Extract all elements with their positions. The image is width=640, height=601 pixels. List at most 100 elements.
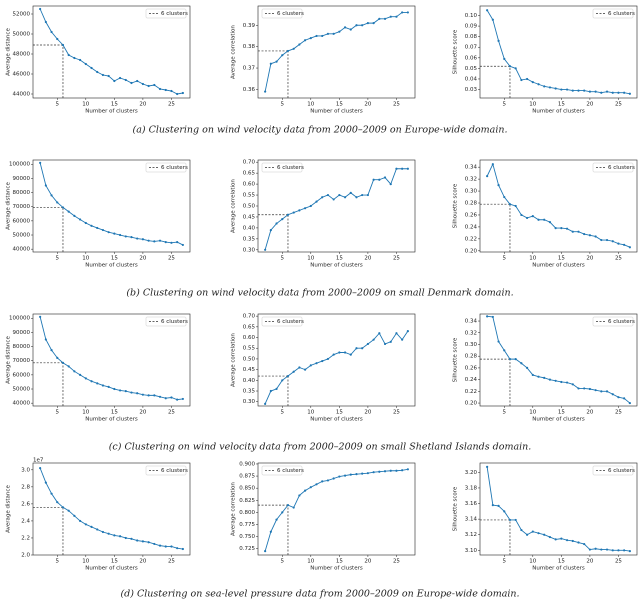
x-axis-label: Number of clusters xyxy=(532,109,585,115)
data-point xyxy=(67,509,70,512)
data-point xyxy=(531,81,534,84)
data-point xyxy=(543,376,546,379)
legend-label: 6 clusters xyxy=(277,468,304,474)
data-point xyxy=(315,200,318,203)
data-point xyxy=(594,235,597,238)
data-point xyxy=(554,227,557,230)
x-tick-label: 5 xyxy=(56,559,60,565)
data-point xyxy=(61,506,65,509)
x-tick-label: 20 xyxy=(139,559,146,565)
x-axis-label: Number of clusters xyxy=(310,566,363,572)
legend-box xyxy=(592,316,634,327)
data-point xyxy=(124,390,127,393)
data-point xyxy=(39,315,42,318)
data-line xyxy=(486,9,630,95)
data-point xyxy=(338,193,341,197)
y-axis-label: Average distance xyxy=(6,28,12,76)
data-point xyxy=(514,204,517,208)
data-point xyxy=(124,78,127,82)
y-tick-label: 0.50 xyxy=(243,356,256,362)
y-tick-label: 0.60 xyxy=(243,335,256,341)
data-point xyxy=(84,523,87,526)
data-point xyxy=(531,215,534,218)
data-point xyxy=(176,398,179,401)
data-line xyxy=(486,162,631,248)
data-point xyxy=(531,373,534,377)
y-tick-label: 0.22 xyxy=(465,389,477,395)
data-point xyxy=(292,506,295,509)
data-point xyxy=(401,11,404,14)
data-point xyxy=(503,510,506,513)
data-point xyxy=(298,43,301,46)
data-line xyxy=(39,8,183,95)
data-point xyxy=(343,474,347,477)
y-tick-label: 60000 xyxy=(13,218,31,224)
y-axis-label: Average distance xyxy=(6,485,12,533)
data-point xyxy=(343,351,347,354)
data-point xyxy=(355,196,358,199)
data-point xyxy=(406,11,409,14)
data-point xyxy=(170,241,173,244)
data-point xyxy=(361,193,364,197)
data-point xyxy=(56,501,59,504)
x-tick-label: 25 xyxy=(615,559,622,565)
data-point xyxy=(611,549,614,552)
x-tick-label: 10 xyxy=(307,256,314,262)
x-tick-label: 5 xyxy=(503,410,507,416)
data-point xyxy=(526,533,529,536)
y-tick-label: 0.10 xyxy=(465,13,478,19)
data-point xyxy=(141,82,144,86)
y-tick-label: 0.45 xyxy=(243,214,256,220)
y-axis-label: Average correlation xyxy=(231,333,237,387)
y-tick-label: 100000 xyxy=(9,316,30,322)
data-point xyxy=(623,397,626,400)
data-point xyxy=(366,193,369,197)
y-tick-label: 3.16 xyxy=(465,501,478,507)
y-tick-label: 3.0 xyxy=(21,467,30,473)
y-tick-label: 3.12 xyxy=(465,532,477,538)
data-point xyxy=(526,77,529,81)
x-tick-label: 5 xyxy=(281,256,285,262)
data-point xyxy=(118,76,122,80)
data-point xyxy=(130,391,133,394)
data-line xyxy=(264,468,408,552)
y-tick-label: 0.04 xyxy=(465,76,478,82)
data-point xyxy=(315,362,318,365)
data-point xyxy=(90,380,93,383)
legend-label: 6 clusters xyxy=(608,11,635,17)
y-axis-label: Average distance xyxy=(6,336,12,384)
legend-box xyxy=(261,316,303,327)
data-point xyxy=(617,549,620,552)
plot-frame xyxy=(479,159,638,253)
data-point xyxy=(628,401,631,405)
data-point xyxy=(61,361,65,364)
data-point xyxy=(497,340,500,343)
data-point xyxy=(96,382,99,385)
data-point xyxy=(124,235,127,238)
data-point xyxy=(50,194,53,197)
chart: 5 10 15 20 25 0.20 0.22 0.24 0.26 0.28 0.30 0.32 0.3… xyxy=(453,313,638,423)
data-point xyxy=(543,85,546,88)
x-axis-label: Number of clusters xyxy=(85,109,138,115)
data-point xyxy=(56,201,59,204)
y-tick-label: 0.26 xyxy=(465,212,478,218)
data-point xyxy=(304,368,307,371)
data-point xyxy=(73,214,76,218)
data-point xyxy=(181,243,184,247)
y-axis-label: Silhouette score xyxy=(453,486,459,531)
data-point xyxy=(315,483,318,486)
chart: 5 10 15 20 25 2.0 2.2 2.4 2.6 2.8 3.0 Number of clu… xyxy=(6,458,191,572)
legend-label: 6 clusters xyxy=(608,319,635,325)
data-point xyxy=(332,32,335,35)
data-point xyxy=(338,351,341,354)
data-point xyxy=(594,90,597,93)
data-point xyxy=(554,379,557,382)
x-tick-label: 25 xyxy=(168,102,175,108)
y-tick-label: 0.03 xyxy=(465,87,478,93)
data-point xyxy=(292,211,295,214)
y-tick-label: 0.32 xyxy=(465,177,477,183)
x-axis-label: Number of clusters xyxy=(532,566,585,572)
plot-frame xyxy=(32,313,191,407)
data-point xyxy=(611,91,614,94)
data-point xyxy=(508,65,512,68)
